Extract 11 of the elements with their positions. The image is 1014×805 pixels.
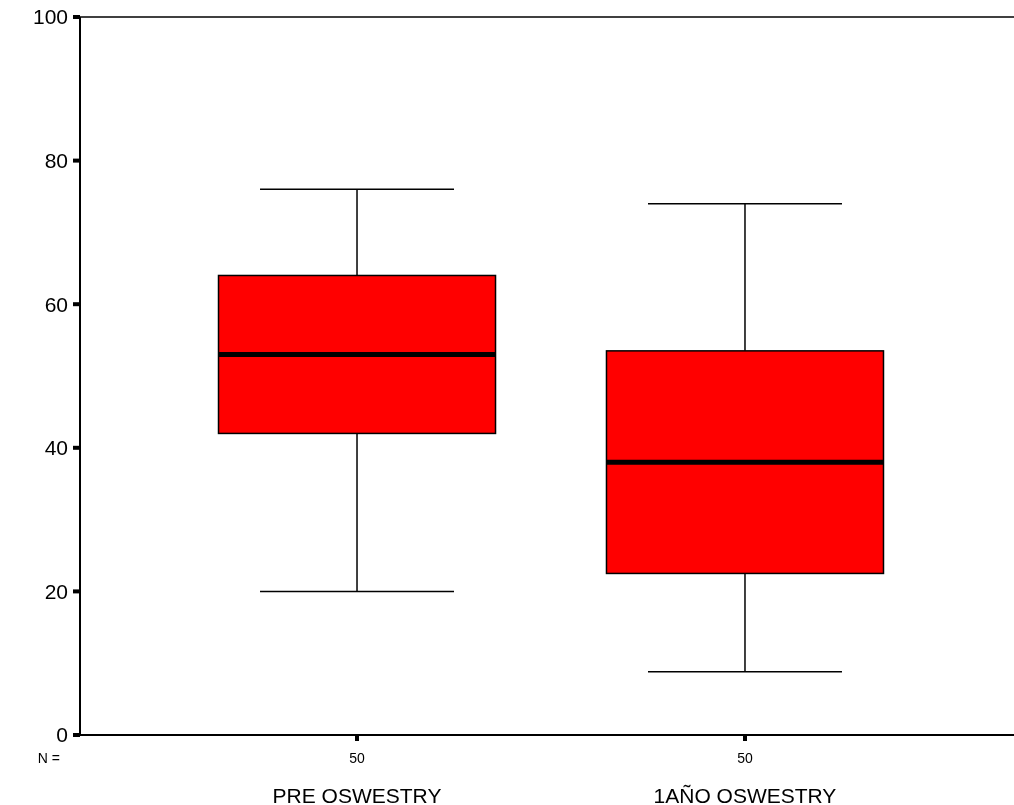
text: 50 xyxy=(349,750,366,766)
y-tick-label: 100 xyxy=(32,5,68,29)
y-tick-label: 0 xyxy=(56,723,68,747)
x-tick-label: PRE OSWESTRY xyxy=(272,784,442,805)
y-tick-label: 60 xyxy=(44,292,68,316)
x-tick-label: 1AÑO OSWESTRY xyxy=(653,784,837,805)
y-tick-label: 40 xyxy=(44,436,68,460)
text: N = xyxy=(37,750,60,766)
text: 50 xyxy=(737,750,753,766)
y-tick-label: 80 xyxy=(44,148,68,172)
y-tick-label: 20 xyxy=(44,579,68,603)
